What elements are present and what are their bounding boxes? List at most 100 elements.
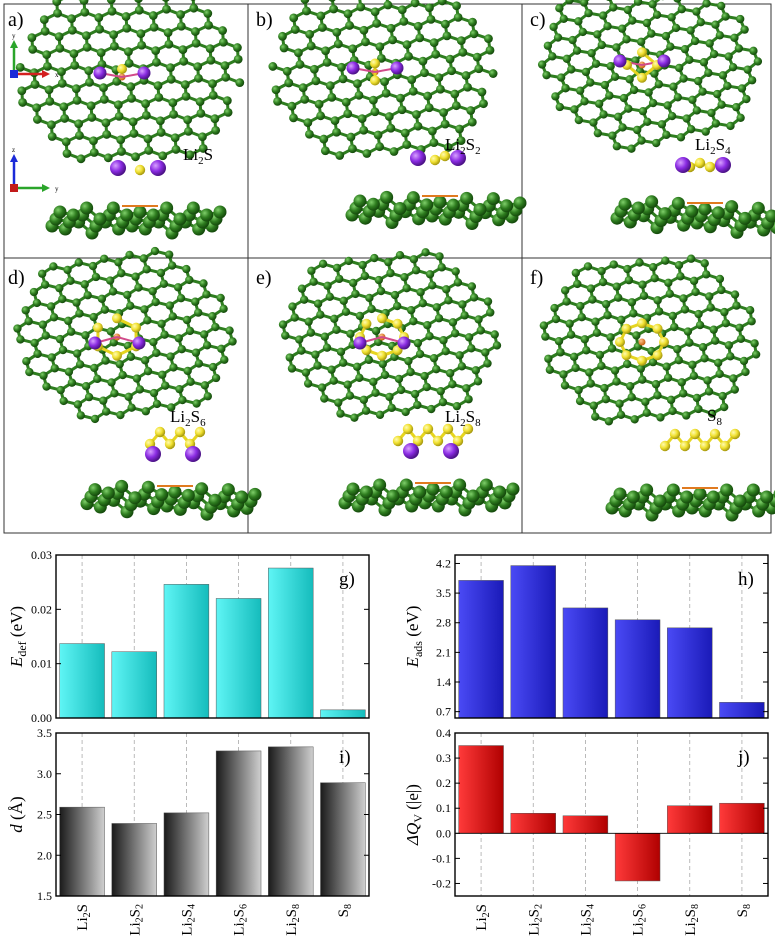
carbon-atom [456, 136, 466, 146]
side-carbon-atom [80, 201, 94, 215]
carbon-atom [720, 307, 729, 317]
carbon-atom [644, 88, 653, 97]
carbon-atom [211, 373, 221, 383]
carbon-atom [158, 151, 168, 161]
bar-S8 [719, 702, 765, 719]
plot-frame [55, 554, 370, 719]
carbon-atom [208, 311, 217, 321]
carbon-atom [360, 271, 370, 281]
carbon-atom [636, 364, 646, 373]
carbon-atom [642, 18, 652, 28]
carbon-atom [685, 55, 694, 64]
carbon-atom [661, 31, 671, 41]
carbon-atom [176, 10, 185, 19]
bar-Li2S6 [215, 750, 262, 897]
carbon-atom [57, 67, 66, 77]
side-lithium-atom [185, 446, 201, 462]
side-carbon-atom [493, 485, 507, 499]
carbon-atom [673, 344, 682, 354]
carbon-atom [289, 13, 299, 23]
carbon-atom [586, 379, 595, 388]
carbon-atom [410, 0, 420, 8]
carbon-atom [663, 101, 672, 110]
carbon-atom [742, 94, 751, 104]
carbon-atom [218, 26, 228, 35]
carbon-atom [568, 35, 577, 45]
carbon-atom [64, 316, 73, 326]
carbon-atom [679, 294, 688, 303]
carbon-atom [374, 275, 384, 285]
carbon-atom [574, 385, 583, 395]
carbon-atom [551, 314, 561, 324]
carbon-atom [81, 382, 91, 391]
carbon-atom [680, 305, 690, 314]
side-carbon-atom [208, 493, 222, 507]
carbon-atom [39, 15, 49, 25]
carbon-atom [385, 392, 394, 402]
carbon-atom [447, 66, 457, 76]
carbon-atom [565, 319, 574, 328]
carbon-atom [107, 6, 117, 16]
carbon-atom [584, 8, 593, 18]
carbon-atom [72, 298, 81, 307]
carbon-atom [735, 323, 744, 332]
carbon-atom [343, 109, 353, 119]
y-tick-label: 1.5 [37, 889, 52, 903]
carbon-atom [74, 119, 84, 129]
carbon-atom [155, 116, 165, 126]
carbon-atom [75, 360, 85, 369]
carbon-atom [689, 276, 699, 286]
carbon-atom [108, 287, 118, 296]
carbon-atom [134, 0, 143, 3]
carbon-atom [630, 415, 639, 424]
carbon-atom [431, 49, 441, 59]
side-carbon-atom [101, 486, 115, 500]
carbon-atom [562, 54, 572, 64]
carbon-atom [694, 404, 703, 414]
carbon-atom [24, 316, 33, 326]
bar-Li2S [59, 643, 105, 719]
carbon-atom [194, 73, 203, 83]
carbon-atom [390, 290, 400, 300]
carbon-atom [698, 87, 707, 96]
side-carbon-atom [479, 478, 493, 492]
carbon-atom [156, 268, 166, 278]
carbon-atom [603, 311, 612, 320]
carbon-atom [463, 82, 472, 92]
lithium-atom [390, 61, 404, 75]
carbon-atom [29, 287, 39, 297]
carbon-atom [575, 86, 585, 95]
carbon-atom [451, 329, 460, 338]
axis-label-z: z [12, 146, 15, 154]
carbon-atom [623, 359, 632, 369]
bar-Li2S6 [614, 833, 661, 882]
carbon-atom [404, 51, 413, 61]
carbon-atom [329, 4, 339, 14]
side-lithium-atom [410, 150, 426, 166]
carbon-atom [576, 301, 585, 311]
sulfur-atom [652, 323, 663, 334]
carbon-atom [190, 27, 200, 36]
carbon-atom [654, 80, 664, 89]
carbon-atom [149, 388, 159, 398]
carbon-atom [298, 83, 308, 93]
carbon-atom [116, 135, 126, 145]
carbon-atom [72, 95, 82, 105]
carbon-atom [304, 317, 313, 326]
side-carbon-atom [720, 483, 734, 497]
side-carbon-atom [373, 478, 387, 492]
carbon-atom [589, 401, 598, 410]
carbon-atom [32, 115, 42, 124]
side-carbon-atom [725, 200, 739, 214]
chart-panel-letter: i) [339, 747, 351, 768]
carbon-atom [164, 39, 174, 49]
carbon-atom [199, 279, 208, 288]
carbon-atom [409, 316, 418, 326]
carbon-atom [675, 63, 684, 73]
carbon-atom [437, 263, 446, 272]
carbon-atom [421, 248, 430, 257]
carbon-atom [415, 33, 425, 43]
structure-panel-c [537, 0, 775, 239]
carbon-atom [574, 17, 583, 26]
side-carbon-atom [413, 485, 427, 499]
